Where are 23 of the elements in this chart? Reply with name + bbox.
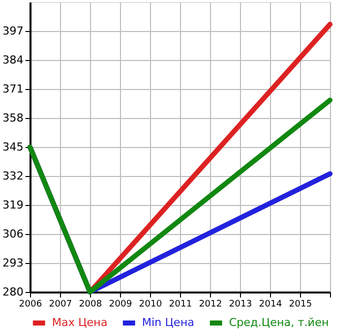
y-tick-label: 384 (2, 54, 24, 66)
y-tick-label: 345 (2, 140, 24, 154)
x-tick-label: 2008 (79, 300, 102, 310)
legend-label: Max Цена (52, 316, 108, 329)
x-tick-label: 2006 (19, 300, 42, 310)
y-tick-label: 358 (2, 112, 24, 124)
y-tick-label: 280 (2, 286, 24, 298)
x-tick-label: 2012 (199, 300, 222, 310)
x-tick-label: 2015 (289, 300, 312, 310)
x-tick-label: 2013 (229, 300, 252, 310)
x-tick-label: 2014 (259, 300, 282, 310)
x-tick-label: 2007 (49, 300, 72, 310)
x-tick-label: 2011 (169, 300, 192, 310)
y-tick-label: 293 (2, 256, 24, 270)
x-tick-label: 2009 (109, 300, 132, 310)
x-tick-label: 2010 (139, 300, 162, 310)
y-tick-label: 371 (2, 82, 24, 96)
y-tick-label: 332 (2, 170, 24, 182)
y-tick-label: 319 (2, 198, 24, 212)
legend-label: Сред.Цена, т.йен (229, 316, 329, 329)
y-tick-label: 397 (2, 24, 24, 38)
legend-label: Min Цена (142, 316, 194, 329)
y-tick-label: 306 (2, 228, 24, 240)
